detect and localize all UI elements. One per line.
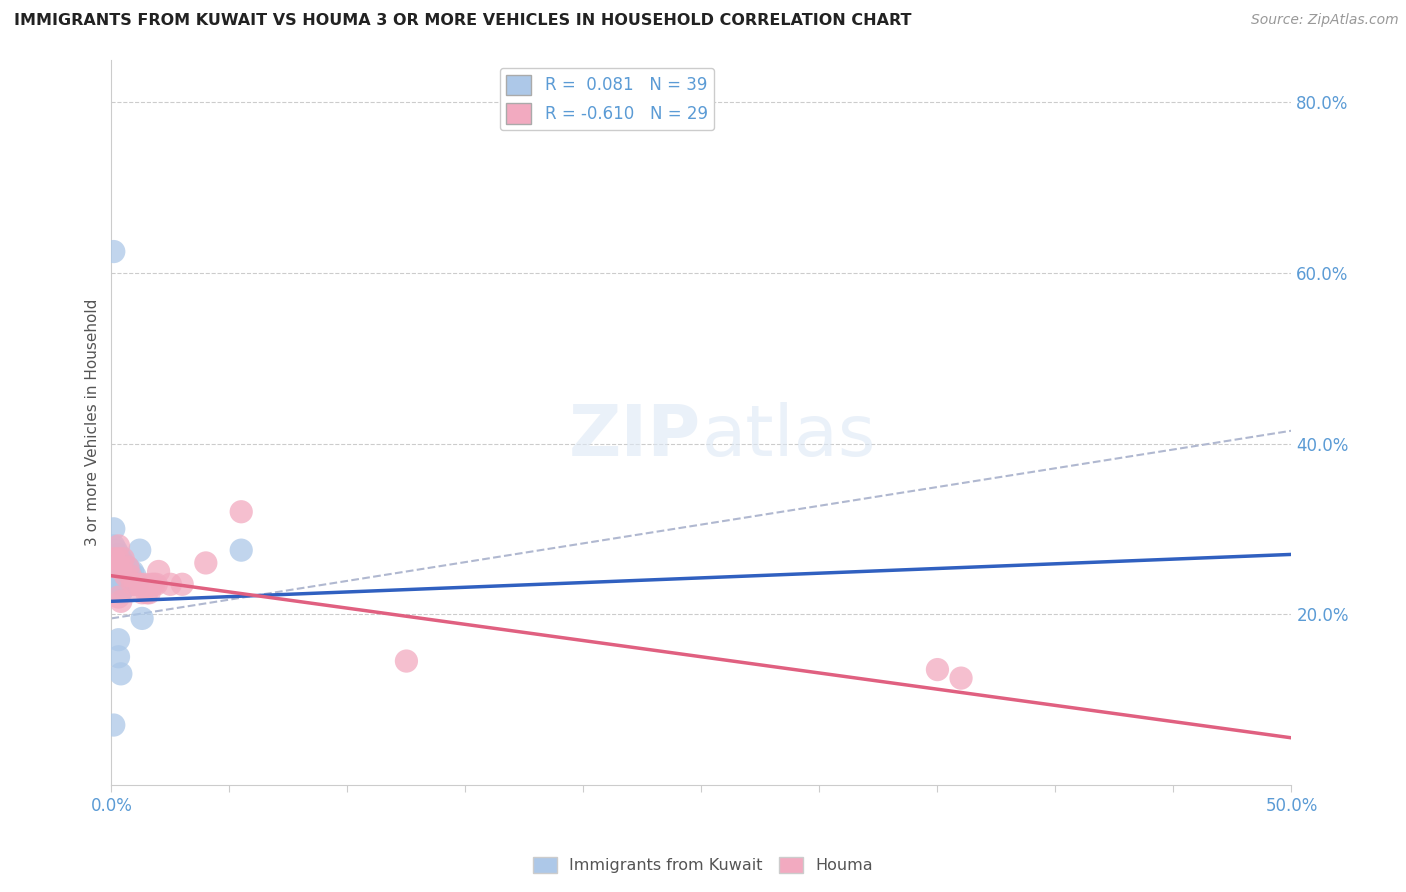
Point: [128, 543, 150, 558]
Point: [145, 577, 167, 591]
Point: [110, 560, 132, 574]
Point: [107, 573, 129, 587]
Point: [114, 568, 136, 582]
Point: [117, 560, 139, 574]
Point: [127, 577, 149, 591]
Point: [159, 577, 181, 591]
Point: [117, 560, 139, 574]
Point: [103, 539, 125, 553]
Point: [950, 671, 973, 685]
Point: [110, 666, 132, 681]
Point: [135, 586, 157, 600]
Point: [105, 560, 128, 574]
Point: [112, 565, 135, 579]
Point: [107, 590, 129, 604]
Point: [103, 244, 125, 259]
Point: [107, 551, 129, 566]
Point: [120, 565, 142, 579]
Point: [103, 522, 125, 536]
Point: [131, 586, 153, 600]
Point: [112, 556, 135, 570]
Point: [103, 718, 125, 732]
Point: [128, 577, 150, 591]
Point: [112, 551, 135, 566]
Point: [114, 568, 136, 582]
Point: [103, 565, 125, 579]
Point: [105, 551, 128, 566]
Text: ZIP: ZIP: [569, 402, 702, 471]
Point: [110, 586, 132, 600]
Point: [124, 568, 146, 582]
Point: [134, 577, 156, 591]
Point: [172, 577, 194, 591]
Point: [107, 556, 129, 570]
Legend: Immigrants from Kuwait, Houma: Immigrants from Kuwait, Houma: [526, 850, 880, 880]
Point: [124, 577, 146, 591]
Point: [927, 663, 949, 677]
Point: [107, 560, 129, 574]
Point: [121, 577, 143, 591]
Point: [103, 551, 125, 566]
Point: [110, 560, 132, 574]
Text: IMMIGRANTS FROM KUWAIT VS HOUMA 3 OR MORE VEHICLES IN HOUSEHOLD CORRELATION CHAR: IMMIGRANTS FROM KUWAIT VS HOUMA 3 OR MOR…: [14, 13, 911, 29]
Point: [110, 551, 132, 566]
Point: [107, 539, 129, 553]
Point: [110, 577, 132, 591]
Point: [112, 573, 135, 587]
Point: [131, 611, 153, 625]
Point: [142, 577, 165, 591]
Legend: R =  0.081   N = 39, R = -0.610   N = 29: R = 0.081 N = 39, R = -0.610 N = 29: [499, 68, 714, 130]
Point: [105, 573, 128, 587]
Point: [114, 560, 136, 574]
Point: [110, 594, 132, 608]
Point: [231, 543, 253, 558]
Point: [141, 577, 163, 591]
Point: [117, 577, 139, 591]
Y-axis label: 3 or more Vehicles in Household: 3 or more Vehicles in Household: [86, 299, 100, 546]
Point: [105, 543, 128, 558]
Point: [138, 586, 160, 600]
Text: Source: ZipAtlas.com: Source: ZipAtlas.com: [1251, 13, 1399, 28]
Text: atlas: atlas: [702, 402, 876, 471]
Point: [395, 654, 418, 668]
Point: [120, 577, 142, 591]
Point: [110, 568, 132, 582]
Point: [148, 565, 170, 579]
Point: [107, 649, 129, 664]
Point: [121, 577, 143, 591]
Point: [112, 582, 135, 596]
Point: [120, 568, 142, 582]
Point: [114, 577, 136, 591]
Point: [107, 632, 129, 647]
Point: [105, 565, 128, 579]
Point: [194, 556, 217, 570]
Point: [121, 565, 143, 579]
Point: [107, 548, 129, 562]
Point: [231, 505, 253, 519]
